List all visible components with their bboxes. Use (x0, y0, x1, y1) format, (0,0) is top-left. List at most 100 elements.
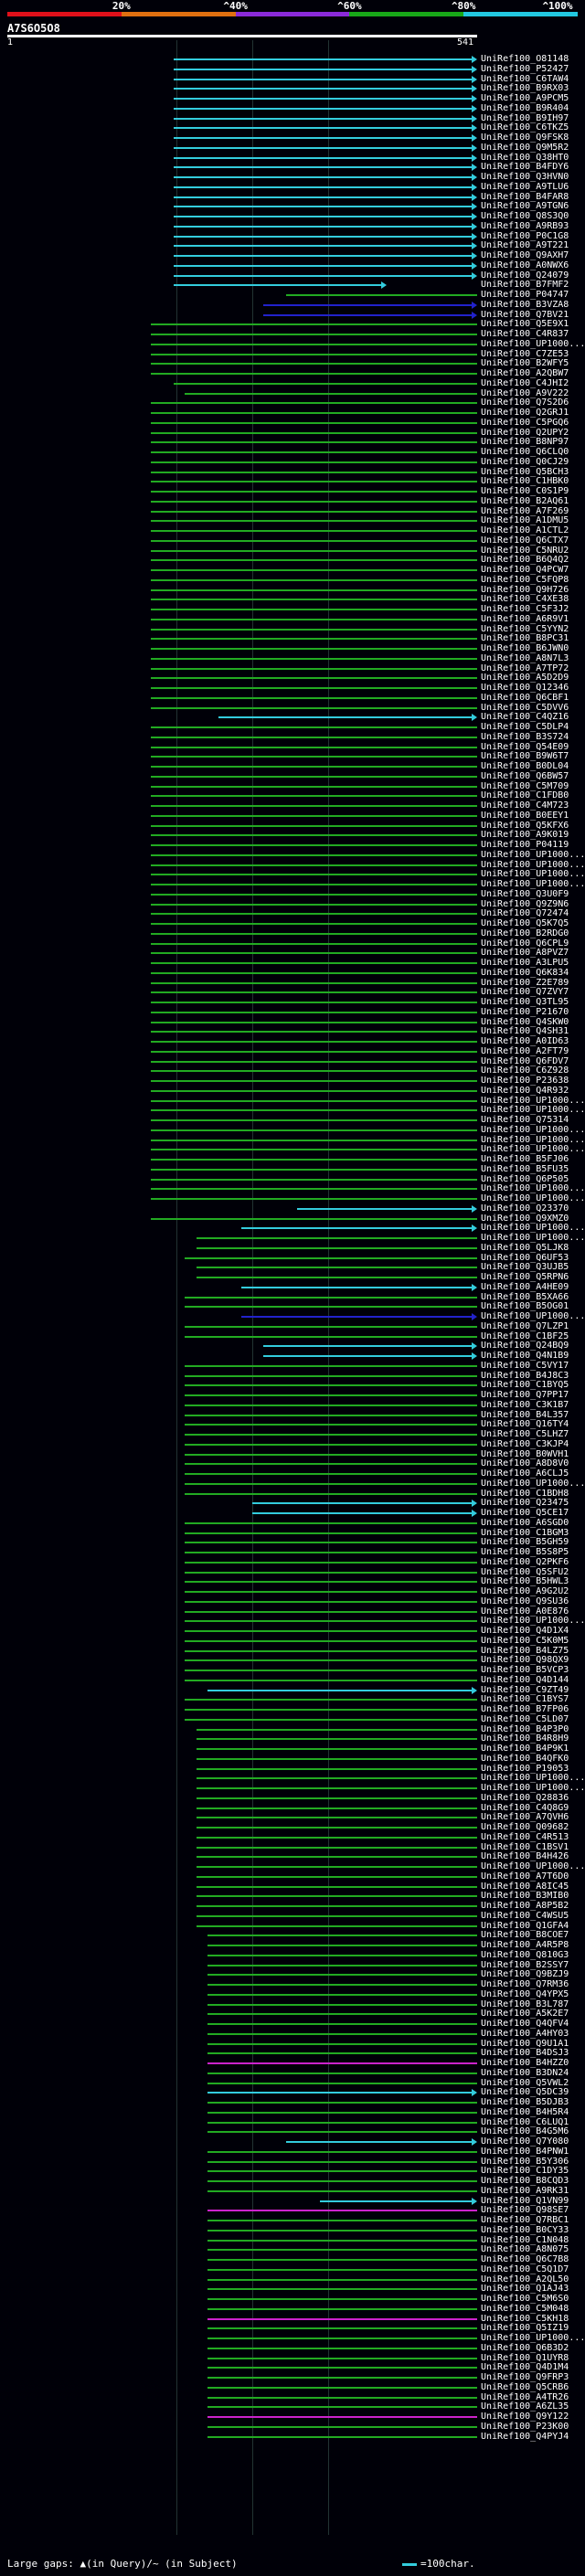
hit-label[interactable]: UniRef100_UP1000... (481, 1095, 585, 1106)
hit-label[interactable]: UniRef100_C5KH18 (481, 2313, 569, 2324)
hit-bar[interactable] (174, 166, 472, 169)
hit-label[interactable]: UniRef100_B4QFK0 (481, 1753, 569, 1764)
hit-bar[interactable] (207, 1689, 472, 1691)
hit-bar[interactable] (151, 1041, 477, 1043)
hit-label[interactable]: UniRef100_Q2GRJ1 (481, 408, 569, 418)
hit-label[interactable]: UniRef100_A7TP72 (481, 663, 569, 673)
hit-bar[interactable] (240, 1227, 472, 1230)
hit-bar[interactable] (196, 1767, 477, 1770)
hit-bar[interactable] (151, 893, 477, 896)
hit-label[interactable]: UniRef100_Q1GFA4 (481, 1920, 569, 1931)
hit-label[interactable]: UniRef100_A3LPU5 (481, 958, 569, 968)
hit-bar[interactable] (151, 373, 477, 375)
hit-bar[interactable] (151, 923, 477, 925)
hit-label[interactable]: UniRef100_Q3TL95 (481, 997, 569, 1007)
hit-bar[interactable] (174, 382, 477, 385)
hit-label[interactable]: UniRef100_Q7ZVY7 (481, 987, 569, 998)
hit-label[interactable]: UniRef100_P21670 (481, 1006, 569, 1017)
hit-label[interactable]: UniRef100_B3S724 (481, 731, 569, 742)
hit-bar[interactable] (151, 687, 477, 689)
hit-bar[interactable] (174, 78, 472, 80)
hit-label[interactable]: UniRef100_A9K019 (481, 830, 569, 841)
hit-label[interactable]: UniRef100_UP1000... (481, 1124, 585, 1135)
hit-bar[interactable] (207, 2229, 477, 2231)
hit-label[interactable]: UniRef100_C1BYS7 (481, 1694, 569, 1705)
hit-bar[interactable] (207, 2121, 477, 2124)
hit-label[interactable]: UniRef100_Q5E9X1 (481, 319, 569, 330)
hit-label[interactable]: UniRef100_Q6CPL9 (481, 938, 569, 949)
hit-label[interactable]: UniRef100_C3KJP4 (481, 1438, 569, 1449)
hit-bar[interactable] (151, 667, 477, 670)
hit-bar[interactable] (207, 2062, 477, 2064)
hit-label[interactable]: UniRef100_UP1000... (481, 1144, 585, 1155)
hit-bar[interactable] (185, 1404, 477, 1406)
hit-label[interactable]: UniRef100_C1HBK0 (481, 476, 569, 487)
hit-label[interactable]: UniRef100_A8D8V0 (481, 1458, 569, 1469)
hit-label[interactable]: UniRef100_C1BF25 (481, 1330, 569, 1341)
hit-bar[interactable] (185, 1434, 477, 1436)
hit-bar[interactable] (151, 1060, 477, 1063)
hit-label[interactable]: UniRef100_Q38HT0 (481, 152, 569, 163)
hit-label[interactable]: UniRef100_Q4PCW7 (481, 565, 569, 575)
hit-label[interactable]: UniRef100_UP1000... (481, 869, 585, 880)
hit-bar[interactable] (174, 245, 472, 248)
hit-label[interactable]: UniRef100_UP1000... (481, 1783, 585, 1793)
hit-bar[interactable] (207, 2337, 477, 2339)
hit-bar[interactable] (174, 156, 472, 159)
hit-bar[interactable] (207, 2189, 477, 2192)
hit-bar[interactable] (151, 1149, 477, 1151)
hit-bar[interactable] (207, 2013, 477, 2016)
hit-label[interactable]: UniRef100_Q6CLQ0 (481, 447, 569, 457)
hit-bar[interactable] (151, 952, 477, 955)
hit-label[interactable]: UniRef100_B8PC31 (481, 633, 569, 644)
hit-bar[interactable] (207, 1993, 477, 1996)
hit-bar[interactable] (151, 903, 477, 906)
hit-label[interactable]: UniRef100_A4HY03 (481, 2028, 569, 2039)
hit-bar[interactable] (151, 864, 477, 866)
hit-label[interactable]: UniRef100_C4R837 (481, 329, 569, 339)
hit-label[interactable]: UniRef100_Q09682 (481, 1822, 569, 1832)
hit-label[interactable]: UniRef100_Q4SH31 (481, 1026, 569, 1037)
hit-bar[interactable] (185, 1600, 477, 1603)
hit-bar[interactable] (185, 1552, 477, 1553)
hit-bar[interactable] (151, 942, 477, 945)
hit-bar[interactable] (207, 2327, 477, 2330)
hit-label[interactable]: UniRef100_B4J8C3 (481, 1370, 569, 1381)
hit-bar[interactable] (185, 1256, 477, 1259)
hit-bar[interactable] (151, 618, 477, 620)
hit-bar[interactable] (207, 2288, 477, 2291)
hit-label[interactable]: UniRef100_Q9FSK8 (481, 133, 569, 143)
hit-bar[interactable] (151, 844, 477, 846)
hit-label[interactable]: UniRef100_Q1AJ43 (481, 2284, 569, 2295)
hit-bar[interactable] (151, 559, 477, 562)
hit-bar[interactable] (151, 746, 477, 748)
hit-label[interactable]: UniRef100_Q24079 (481, 270, 569, 281)
hit-label[interactable]: UniRef100_B5GH59 (481, 1537, 569, 1548)
hit-bar[interactable] (207, 2210, 477, 2212)
hit-label[interactable]: UniRef100_P0C1G8 (481, 230, 569, 241)
hit-bar[interactable] (174, 186, 472, 188)
hit-label[interactable]: UniRef100_A8IC45 (481, 1881, 569, 1892)
hit-bar[interactable] (251, 1502, 472, 1505)
hit-bar[interactable] (207, 1984, 477, 1986)
hit-label[interactable]: UniRef100_B5FJ06 (481, 1154, 569, 1164)
hit-label[interactable]: UniRef100_B5Y306 (481, 2156, 569, 2167)
hit-label[interactable]: UniRef100_B2WFY5 (481, 358, 569, 369)
hit-label[interactable]: UniRef100_C4XE38 (481, 594, 569, 605)
hit-bar[interactable] (174, 235, 472, 238)
hit-bar[interactable] (185, 1561, 477, 1564)
hit-bar[interactable] (151, 884, 477, 885)
hit-label[interactable]: UniRef100_B4G5M6 (481, 2126, 569, 2137)
hit-bar[interactable] (174, 107, 472, 110)
hit-label[interactable]: UniRef100_Q5VWL2 (481, 2077, 569, 2088)
hit-bar[interactable] (151, 500, 477, 503)
hit-bar[interactable] (185, 1532, 477, 1534)
hit-label[interactable]: UniRef100_Q5CE17 (481, 1508, 569, 1518)
hit-bar[interactable] (207, 1945, 477, 1946)
hit-label[interactable]: UniRef100_Q72474 (481, 908, 569, 919)
hit-bar[interactable] (263, 303, 472, 306)
hit-bar[interactable] (185, 1521, 477, 1524)
hit-label[interactable]: UniRef100_Q3UJB5 (481, 1262, 569, 1273)
hit-bar[interactable] (196, 1846, 477, 1849)
hit-bar[interactable] (185, 1630, 477, 1632)
